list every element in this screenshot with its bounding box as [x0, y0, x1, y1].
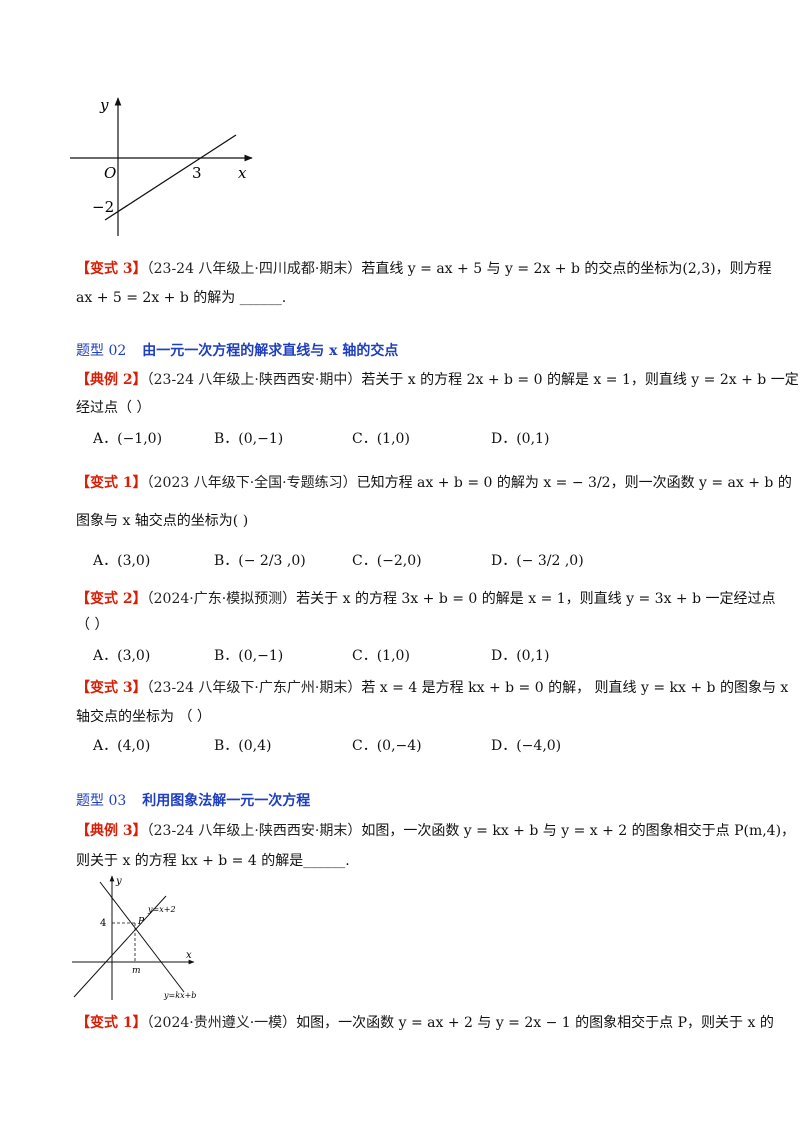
- variant-tag: 【变式 1】: [76, 475, 147, 491]
- variant-2b-line1: 【变式 2】（2024·广东·模拟预测）若关于 x 的方程 3x + b = 0…: [76, 588, 776, 608]
- section-heading-02: 题型 02 由一元一次方程的解求直线与 x 轴的交点: [76, 340, 398, 360]
- y-axis-label: y: [99, 96, 109, 114]
- question-text: 若 x = 4 是方程 kx + b = 0 的解， 则直线 y = kx + …: [361, 680, 789, 696]
- variant-3b-line2: 轴交点的坐标为 （ ）: [76, 709, 211, 725]
- example-tag: 【典例 2】: [76, 372, 147, 388]
- line-1-label: y=x+2: [147, 905, 176, 914]
- variant-tag: 【变式 3】: [76, 680, 147, 696]
- option-d[interactable]: D．(− 3/2 ,0): [491, 553, 584, 569]
- graph-1: y x O 3 −2: [70, 96, 253, 236]
- source-note: （2023 八年级下·全国·专题练习）: [146, 475, 357, 491]
- y-axis-label: y: [115, 876, 122, 887]
- y-tick-minus2: −2: [92, 198, 114, 216]
- option-b[interactable]: B．(0,4): [214, 738, 272, 754]
- variant-3a-line2: ax + 5 = 2x + b 的解为 ______.: [76, 290, 287, 306]
- source-note: （23-24 八年级上·四川成都·期末）: [146, 261, 362, 277]
- section-number: 题型 03: [76, 793, 127, 809]
- option-a[interactable]: A．(4,0): [93, 738, 151, 754]
- section-title: 利用图象法解一元一次方程: [142, 793, 311, 809]
- option-a[interactable]: A．(−1,0): [93, 431, 163, 447]
- x-tick-m: m: [132, 966, 141, 976]
- variant-tag: 【变式 2】: [76, 591, 147, 607]
- option-b[interactable]: B．(0,−1): [214, 648, 284, 664]
- question-text: 若关于 x 的方程 3x + b = 0 的解是 x = 1，则直线 y = 3…: [296, 591, 776, 607]
- source-note: （2024·贵州遵义·一模）: [146, 1015, 297, 1031]
- variant-1b-line1: 【变式 1】（2023 八年级下·全国·专题练习）已知方程 ax + b = 0…: [76, 472, 792, 492]
- source-note: （23-24 八年级上·陕西西安·期中）: [146, 372, 362, 388]
- line-2-label: y=kx+b: [163, 991, 196, 1000]
- x-tick-3: 3: [192, 164, 202, 182]
- variant-2b-line2: （ ）: [76, 617, 109, 633]
- section-number: 题型 02: [76, 343, 127, 359]
- graph-2: y x 4 m P y=x+2 y=kx+b: [72, 875, 196, 1000]
- example-3-line2: 则关于 x 的方程 kx + b = 4 的解是______.: [76, 853, 350, 869]
- point-p-label: P: [137, 917, 145, 927]
- line-y-kx-plus-b: [99, 881, 185, 993]
- variant-3b-line1: 【变式 3】（23-24 八年级下·广东广州·期末）若 x = 4 是方程 kx…: [76, 677, 788, 697]
- option-b[interactable]: B．(− 2/3 ,0): [214, 553, 306, 569]
- option-d[interactable]: D．(−4,0): [491, 738, 562, 754]
- example-3-line1: 【典例 3】（23-24 八年级上·陕西西安·期末）如图，一次函数 y = kx…: [76, 820, 795, 840]
- section-heading-03: 题型 03 利用图象法解一元一次方程: [76, 790, 310, 810]
- y-tick-4: 4: [100, 918, 106, 929]
- origin-label: O: [104, 164, 116, 182]
- option-c[interactable]: C．(1,0): [352, 431, 410, 447]
- option-c[interactable]: C．(1,0): [352, 648, 410, 664]
- question-text: 若直线 y = ax + 5 与 y = 2x + b 的交点的坐标为(2,3)…: [361, 261, 772, 277]
- line-y-x-plus-2: [73, 895, 167, 998]
- question-text: 已知方程 ax + b = 0 的解为 x = − 3/2，则一次函数 y = …: [356, 475, 792, 491]
- variant-tag: 【变式 3】: [76, 261, 147, 277]
- example-tag: 【典例 3】: [76, 823, 147, 839]
- option-d[interactable]: D．(0,1): [491, 431, 550, 447]
- option-a[interactable]: A．(3,0): [93, 648, 151, 664]
- source-note: （23-24 八年级上·陕西西安·期末）: [146, 823, 362, 839]
- variant-3a-line1: 【变式 3】（23-24 八年级上·四川成都·期末）若直线 y = ax + 5…: [76, 258, 772, 278]
- question-text: 如图，一次函数 y = kx + b 与 y = x + 2 的图象相交于点 P…: [361, 823, 796, 839]
- option-a[interactable]: A．(3,0): [93, 553, 151, 569]
- variant-1c-line1: 【变式 1】（2024·贵州遵义·一模）如图，一次函数 y = ax + 2 与…: [76, 1012, 774, 1032]
- section-title: 由一元一次方程的解求直线与 x 轴的交点: [142, 343, 399, 359]
- x-axis-label: x: [186, 950, 192, 961]
- option-d[interactable]: D．(0,1): [491, 648, 550, 664]
- graph-line: [104, 134, 237, 221]
- variant-1b-line2: 图象与 x 轴交点的坐标为( ): [76, 513, 249, 529]
- x-axis-label: x: [238, 164, 247, 182]
- question-text: 若关于 x 的方程 2x + b = 0 的解是 x = 1，则直线 y = 2…: [361, 372, 799, 388]
- option-c[interactable]: C．(0,−4): [352, 738, 422, 754]
- source-note: （23-24 八年级下·广东广州·期末）: [146, 680, 362, 696]
- option-c[interactable]: C．(−2,0): [352, 553, 422, 569]
- example-2-line1: 【典例 2】（23-24 八年级上·陕西西安·期中）若关于 x 的方程 2x +…: [76, 369, 799, 389]
- question-text: 如图，一次函数 y = ax + 2 与 y = 2x − 1 的图象相交于点 …: [296, 1015, 774, 1031]
- example-2-line2: 经过点（ ）: [76, 400, 151, 416]
- variant-tag: 【变式 1】: [76, 1015, 147, 1031]
- source-note: （2024·广东·模拟预测）: [146, 591, 297, 607]
- option-b[interactable]: B．(0,−1): [214, 431, 284, 447]
